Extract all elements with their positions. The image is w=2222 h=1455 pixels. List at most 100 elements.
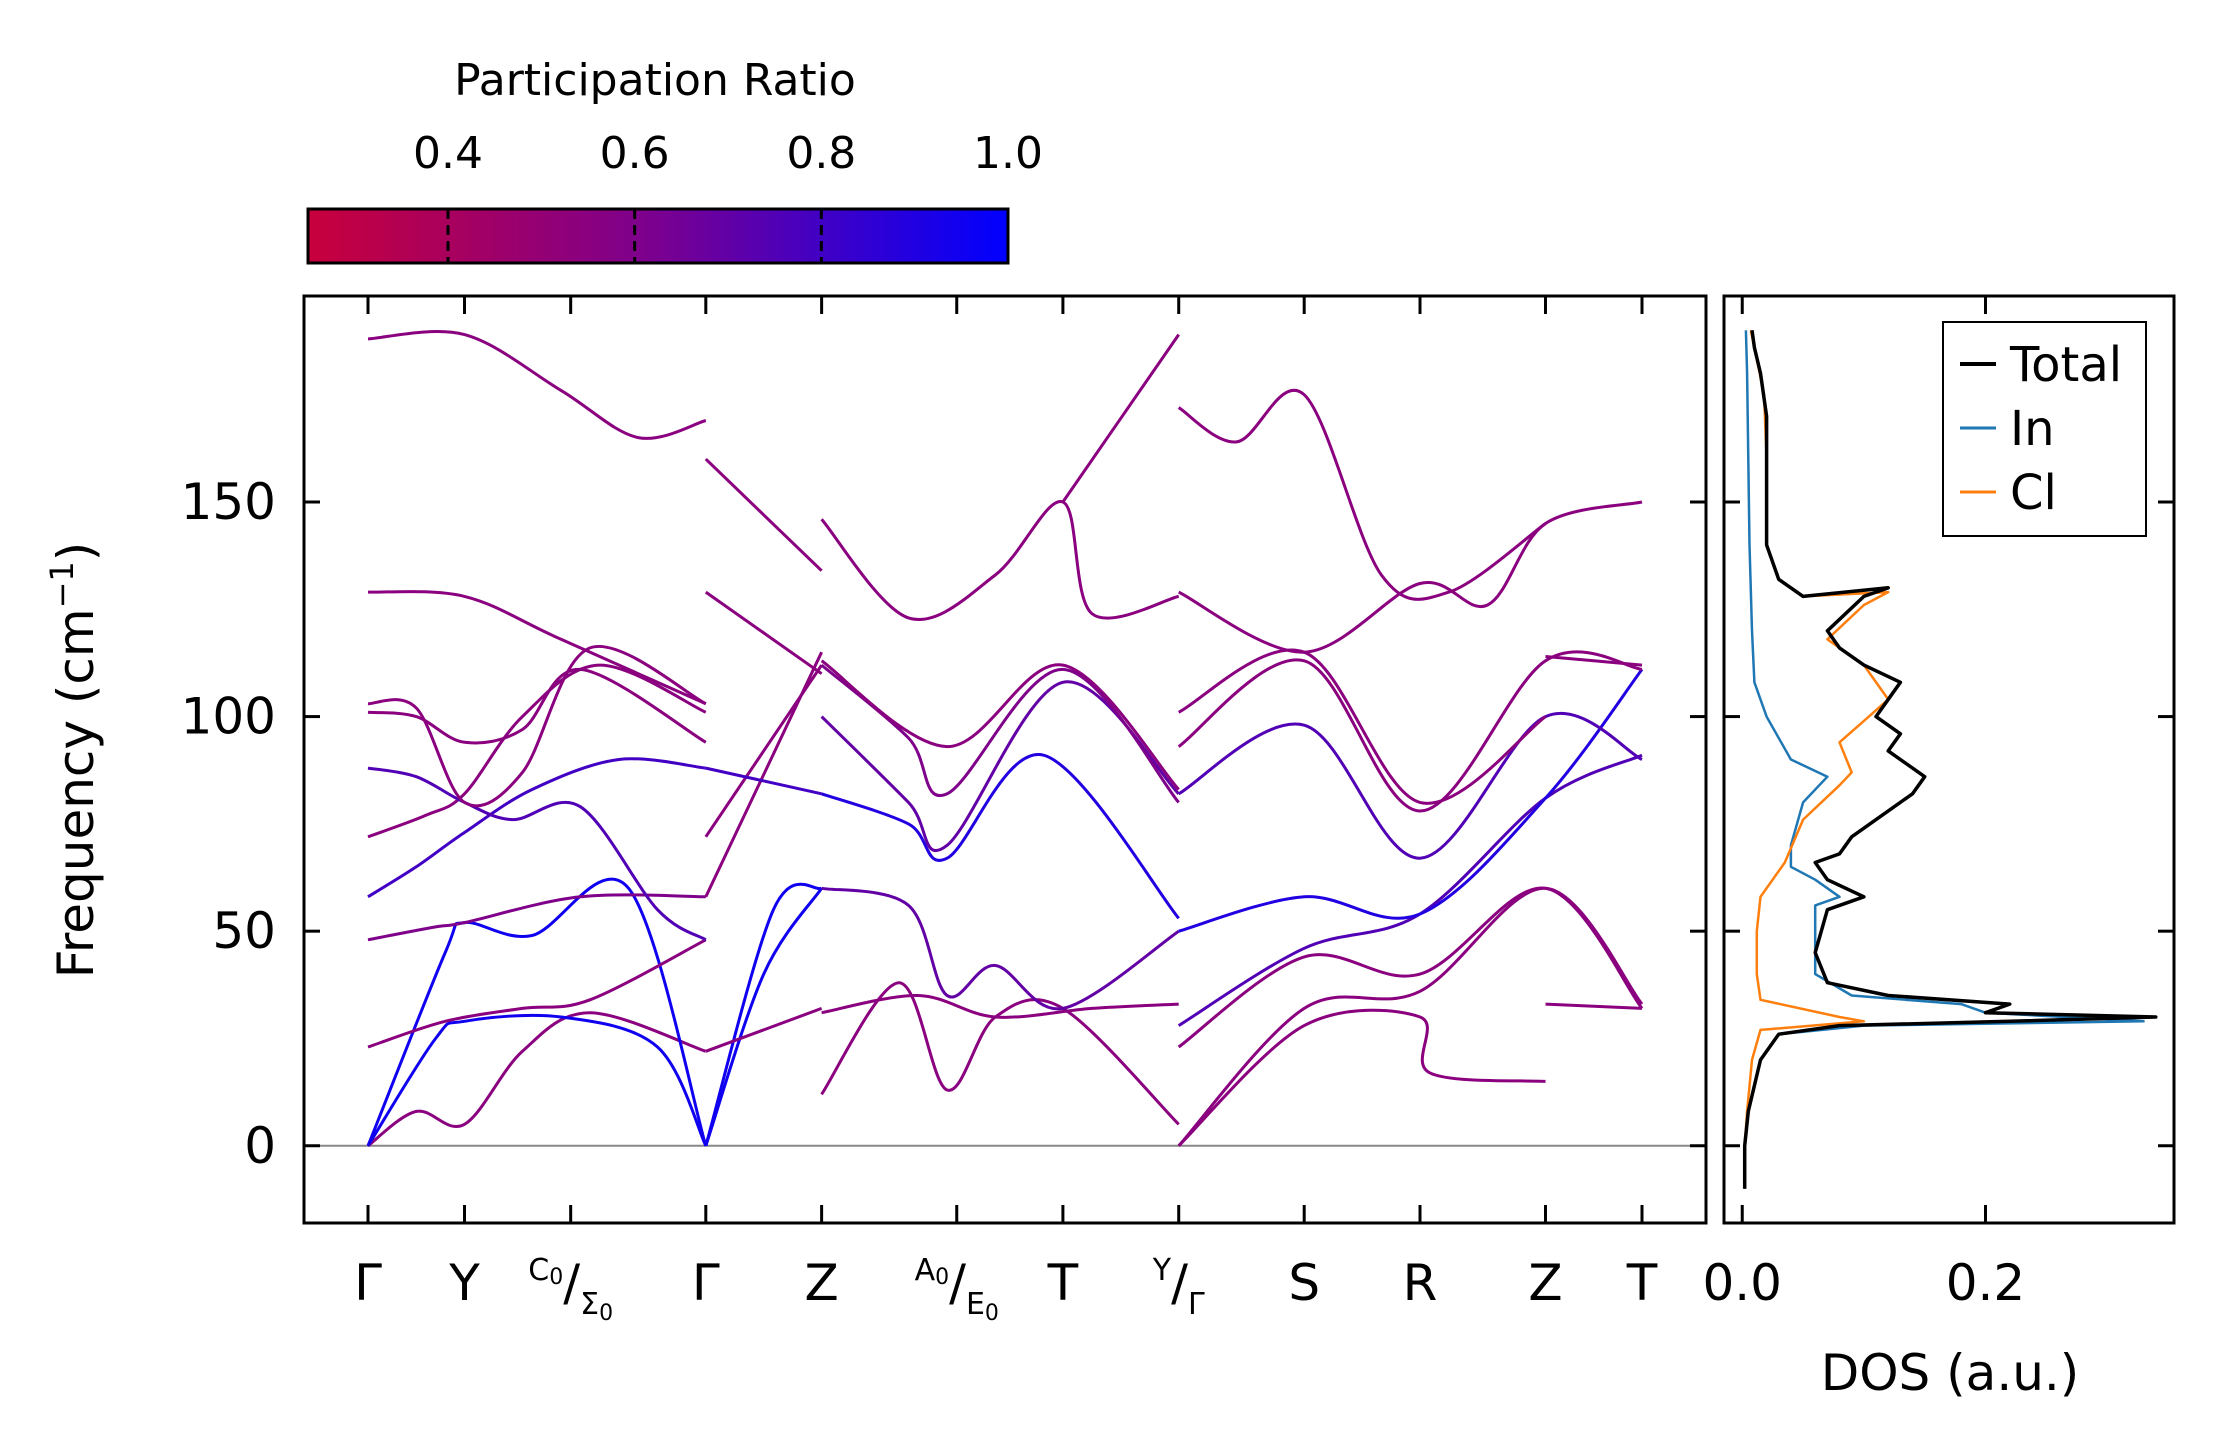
high-symmetry-label: R	[1403, 1254, 1438, 1312]
dos-curve-total	[1742, 330, 2158, 1189]
label-main: /	[563, 1254, 580, 1312]
phonon-band	[367, 1011, 707, 1148]
band-plot-frame	[302, 294, 1708, 1225]
y-tick-label: 50	[212, 902, 276, 960]
label-main: /	[949, 1254, 966, 1312]
phonon-band	[366, 1013, 708, 1147]
dos-x-axis-label: DOS (a.u.)	[1821, 1344, 2080, 1402]
phonon-band	[1177, 712, 1643, 860]
high-symmetry-label: Z	[1528, 1254, 1562, 1312]
phonon-band	[1177, 753, 1643, 1027]
dos-x-tick-label: 0.0	[1702, 1254, 1782, 1312]
phonon-band	[705, 766, 822, 796]
phonon-band	[820, 500, 1180, 621]
phonon-band	[704, 590, 823, 675]
label-main: /	[1171, 1254, 1188, 1312]
label-subscript: Γ	[1188, 1287, 1205, 1322]
phonon-band	[1177, 388, 1547, 601]
phonon-band	[820, 659, 1180, 791]
phonon-band	[1177, 886, 1644, 1049]
y-axis-label-superscript: −1	[43, 561, 81, 608]
y-tick-label: 150	[181, 473, 276, 531]
phonon-bands	[366, 330, 1644, 1148]
phonon-band	[367, 663, 707, 839]
label-main: T	[1047, 1254, 1079, 1312]
legend-label: Cl	[2010, 465, 2057, 521]
high-symmetry-label: S	[1288, 1254, 1320, 1312]
phonon-band	[820, 981, 1180, 1126]
dos-x-tick-label: 0.2	[1946, 1254, 2026, 1312]
phonon-band	[820, 680, 1180, 853]
label-main: T	[1626, 1254, 1658, 1312]
high-symmetry-label: A0/E0	[915, 1253, 999, 1326]
colorbar-label: Participation Ratio	[454, 55, 856, 106]
label-main: Z	[804, 1254, 838, 1312]
phonon-band	[821, 886, 1180, 1011]
phonon-band	[367, 330, 707, 440]
legend-label: Total	[2009, 337, 2122, 393]
phonon-band	[367, 667, 707, 745]
phonon-band	[1177, 650, 1643, 813]
high-symmetry-label: Y	[448, 1254, 480, 1312]
phonon-band	[1545, 655, 1643, 667]
label-subscript: E	[966, 1287, 985, 1322]
phonon-band	[366, 877, 708, 1147]
label-superscript: A	[915, 1253, 936, 1288]
phonon-band	[367, 893, 706, 942]
phonon-band	[1177, 1008, 1546, 1147]
high-symmetry-label: T	[1047, 1254, 1079, 1312]
phonon-band	[704, 882, 823, 1147]
label-superscript-index: 0	[549, 1265, 563, 1290]
colorbar-tick-label: 0.8	[786, 128, 856, 179]
phonon-band	[367, 938, 707, 1049]
y-axis-label-close: )	[47, 542, 105, 562]
colorbar: Participation Ratio 0.4 0.6 0.8 1.0	[306, 55, 1043, 265]
phonon-band	[1061, 333, 1180, 503]
dos-legend: Total In Cl	[1942, 321, 2147, 537]
high-symmetry-label: T	[1626, 1254, 1658, 1312]
phonon-band	[1545, 1002, 1643, 1010]
phonon-band	[367, 766, 707, 942]
dos-curves	[1742, 330, 2158, 1189]
phonon-band	[821, 993, 1179, 1019]
label-main: Z	[1528, 1254, 1562, 1312]
high-symmetry-label: Z	[804, 1254, 838, 1312]
label-superscript: Y	[1152, 1253, 1172, 1288]
y-axis-label-text: Frequency (cm	[47, 608, 105, 978]
label-main: S	[1288, 1254, 1320, 1312]
high-symmetry-label: Γ	[692, 1254, 720, 1312]
legend-label: In	[2010, 401, 2055, 457]
phonon-band	[704, 651, 823, 898]
y-axis-label: Frequency (cm−1)	[43, 542, 105, 979]
phonon-band	[1177, 886, 1644, 1147]
phonon-band	[1178, 648, 1547, 805]
high-symmetry-label: Y/Γ	[1152, 1253, 1205, 1322]
label-main: R	[1403, 1254, 1438, 1312]
label-main: Γ	[692, 1254, 720, 1312]
y-tick-label: 100	[181, 688, 276, 746]
high-symmetry-label: Γ	[354, 1254, 382, 1312]
phonon-band	[821, 753, 1180, 920]
label-superscript-index: 0	[935, 1265, 949, 1290]
label-subscript-index: 0	[599, 1301, 613, 1326]
dos-plot-frame	[1722, 294, 2176, 1225]
phonon-band	[820, 663, 1180, 804]
label-subscript-index: 0	[985, 1301, 999, 1326]
colorbar-tick-label: 0.4	[413, 128, 483, 179]
label-main: Y	[448, 1254, 480, 1312]
phonon-band	[367, 644, 707, 808]
phonon-band	[367, 590, 707, 706]
colorbar-tick-label: 0.6	[600, 128, 670, 179]
high-symmetry-label: C0/Σ0	[528, 1253, 613, 1326]
colorbar-tick-label: 1.0	[973, 128, 1043, 179]
phonon-band	[367, 757, 706, 899]
y-tick-label: 0	[244, 1117, 276, 1175]
label-superscript: C	[528, 1253, 549, 1288]
colorbar-gradient	[306, 207, 1010, 265]
label-main: Γ	[354, 1254, 382, 1312]
phonon-band	[705, 1006, 823, 1053]
phonon-band	[704, 664, 823, 838]
phonon-band	[704, 458, 823, 572]
